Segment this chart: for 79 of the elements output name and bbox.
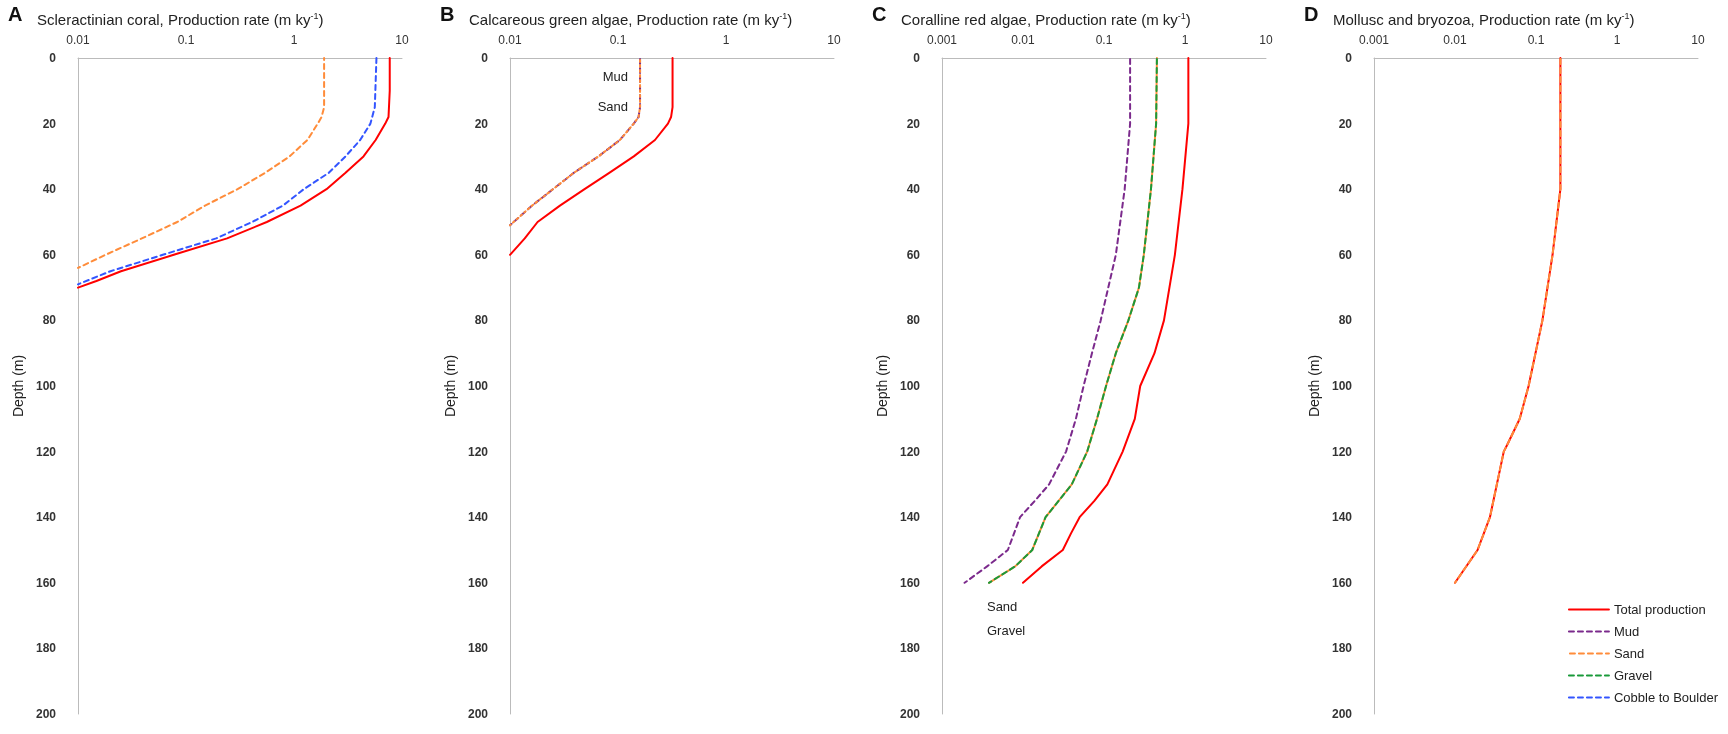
y-tick-label: 120	[467, 444, 489, 459]
text: B	[440, 3, 455, 25]
y-tick-label: 60	[1338, 247, 1353, 262]
y-axis-title: Depth (m)	[874, 354, 891, 418]
y-tick-label: 20	[474, 116, 489, 131]
x-tick-label: 0.1	[1095, 33, 1113, 47]
y-tick-label: 200	[467, 707, 489, 721]
y-tick-label: 20	[1338, 116, 1353, 131]
y-tick-label: 0	[49, 51, 57, 65]
x-tick-label: 0.01	[498, 33, 522, 47]
y-tick-label: 200	[1331, 707, 1353, 721]
text: D	[1304, 3, 1319, 25]
y-tick-label: 80	[1338, 313, 1353, 328]
x-tick-label: 0.1	[1527, 33, 1545, 47]
y-tick-label: 60	[906, 247, 921, 262]
y-tick-label: 160	[467, 575, 489, 590]
y-tick-label: 0	[481, 51, 489, 65]
x-tick-label: 10	[395, 33, 409, 47]
y-tick-label: 100	[467, 379, 489, 393]
y-tick-label: 180	[35, 641, 57, 656]
y-tick-label: 60	[42, 247, 57, 262]
x-tick-label: 0.01	[1443, 33, 1467, 47]
y-tick-label: 40	[1338, 182, 1353, 197]
y-tick-label: 140	[467, 510, 489, 525]
x-tick-label: 0.001	[926, 33, 958, 47]
y-axis-title: Depth (m)	[10, 354, 27, 418]
y-tick-label: 180	[1331, 641, 1353, 656]
x-tick-label: 0.01	[1011, 33, 1035, 47]
y-tick-label: 80	[42, 313, 57, 328]
y-tick-label: 100	[1331, 379, 1353, 393]
legend-label: Gravel	[1613, 668, 1653, 683]
x-tick-label: 1	[1613, 33, 1621, 47]
legend-label: Sand	[1613, 646, 1645, 661]
annotation: Sand	[597, 98, 629, 114]
y-tick-label: 40	[474, 182, 489, 197]
x-tick-label: 1	[1181, 33, 1189, 47]
annotation: Mud	[602, 68, 629, 84]
x-tick-label: 1	[290, 33, 298, 47]
x-tick-label: 10	[1259, 33, 1273, 47]
x-tick-label: 1	[722, 33, 730, 47]
annotation: Gravel	[986, 623, 1026, 639]
y-tick-label: 60	[474, 247, 489, 262]
annotation: Sand	[986, 599, 1018, 615]
y-tick-label: 140	[1331, 510, 1353, 525]
y-tick-label: 100	[899, 379, 921, 393]
y-tick-label: 120	[35, 444, 57, 459]
y-tick-label: 160	[899, 575, 921, 590]
y-tick-label: 140	[35, 510, 57, 525]
x-tick-label: 10	[827, 33, 841, 47]
x-tick-label: 0.1	[177, 33, 195, 47]
x-tick-label: 0.1	[609, 33, 627, 47]
y-tick-label: 120	[899, 444, 921, 459]
y-tick-label: 20	[906, 116, 921, 131]
y-tick-label: 120	[1331, 444, 1353, 459]
y-tick-label: 200	[35, 707, 57, 721]
text: C	[872, 3, 887, 25]
y-tick-label: 200	[899, 707, 921, 721]
legend-label: Total production	[1613, 602, 1706, 617]
y-tick-label: 0	[913, 51, 921, 65]
y-tick-label: 100	[35, 379, 57, 393]
x-tick-label: 10	[1691, 33, 1705, 47]
legend-label: Mud	[1613, 624, 1640, 639]
y-axis-title: Depth (m)	[1306, 354, 1323, 418]
y-tick-label: 180	[467, 641, 489, 656]
y-tick-label: 160	[35, 575, 57, 590]
y-tick-label: 80	[906, 313, 921, 328]
y-axis-title: Depth (m)	[442, 354, 459, 418]
text: A	[8, 3, 23, 25]
y-tick-label: 80	[474, 313, 489, 328]
x-tick-label: 0.001	[1358, 33, 1390, 47]
y-tick-label: 40	[906, 182, 921, 197]
y-tick-label: 180	[899, 641, 921, 656]
y-tick-label: 140	[899, 510, 921, 525]
x-tick-label: 0.01	[66, 33, 90, 47]
y-tick-label: 0	[1345, 51, 1353, 65]
y-tick-label: 160	[1331, 575, 1353, 590]
legend-label: Cobble to Boulder	[1613, 690, 1719, 705]
y-tick-label: 20	[42, 116, 57, 131]
y-tick-label: 40	[42, 182, 57, 197]
